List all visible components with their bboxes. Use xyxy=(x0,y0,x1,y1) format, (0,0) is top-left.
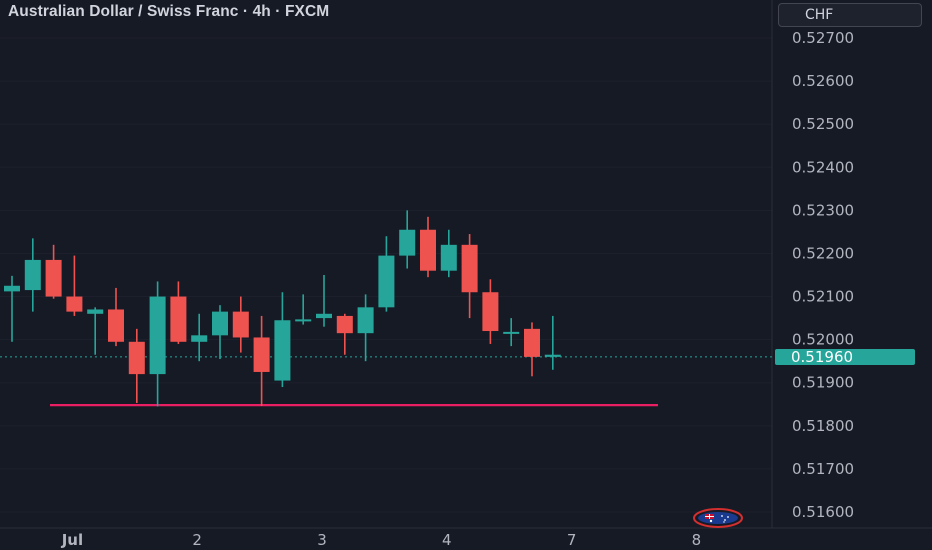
candle-body xyxy=(503,331,520,334)
candle xyxy=(66,255,83,316)
candle-body xyxy=(274,320,291,381)
y-tick-label: 0.51800 xyxy=(792,417,854,435)
candle xyxy=(232,296,249,353)
candle xyxy=(253,315,270,406)
candle xyxy=(274,292,291,388)
chart-title: Australian Dollar / Swiss Franc · 4h · F… xyxy=(8,3,330,20)
candle xyxy=(503,318,520,347)
candle xyxy=(524,322,540,377)
candle xyxy=(128,328,145,403)
x-tick-label: Jul xyxy=(61,531,83,549)
x-tick-label: 3 xyxy=(317,531,327,549)
candle xyxy=(191,313,208,362)
candle xyxy=(399,210,416,269)
candle-body xyxy=(316,313,332,319)
candle xyxy=(316,275,332,327)
candle xyxy=(212,305,228,360)
y-tick-label: 0.52200 xyxy=(792,244,854,262)
candle-body xyxy=(45,259,62,297)
candle xyxy=(420,216,436,278)
candle-body xyxy=(461,244,478,293)
x-tick-label: 7 xyxy=(567,531,577,549)
candle xyxy=(4,275,20,342)
candle-body xyxy=(191,335,208,342)
candle-body xyxy=(4,285,20,292)
y-tick-label: 0.52500 xyxy=(792,115,854,133)
candle-body xyxy=(524,328,540,357)
candle xyxy=(170,281,187,344)
candle-body xyxy=(253,337,270,372)
candles xyxy=(4,210,561,407)
candle xyxy=(45,244,62,299)
y-tick-label: 0.51900 xyxy=(792,374,854,392)
candle xyxy=(336,313,353,355)
candle xyxy=(108,287,124,347)
australia-flag-icon[interactable] xyxy=(693,508,743,528)
candle-body xyxy=(232,311,249,338)
last-price-tag: 0.51960 xyxy=(775,348,915,365)
candle-body xyxy=(170,296,187,342)
y-tick-label: 0.52300 xyxy=(792,201,854,219)
currency-selector[interactable]: CHF xyxy=(778,3,922,27)
candle-body xyxy=(295,319,312,322)
y-tick-label: 0.52600 xyxy=(792,72,854,90)
candle-body xyxy=(482,292,499,332)
candle xyxy=(24,238,41,312)
y-tick-label: 0.52100 xyxy=(792,288,854,306)
grid xyxy=(0,37,772,513)
candle xyxy=(378,236,395,312)
candle-body xyxy=(378,255,395,308)
candle xyxy=(544,315,561,370)
candle-body xyxy=(87,309,104,314)
candle-body xyxy=(108,309,124,342)
currency-label: CHF xyxy=(805,7,834,23)
y-tick-label: 0.52000 xyxy=(792,331,854,349)
candle-body xyxy=(24,259,41,291)
candle-body xyxy=(149,296,166,375)
candle-body xyxy=(336,315,353,334)
candle-body xyxy=(66,296,83,312)
candle xyxy=(461,234,478,319)
y-tick-label: 0.51700 xyxy=(792,460,854,478)
candle xyxy=(295,294,312,325)
price-axis[interactable]: 0.52700 0.52600 0.52500 0.52400 0.52300 0.522… xyxy=(792,29,854,521)
candle-body xyxy=(544,354,561,357)
y-tick-label: 0.52700 xyxy=(792,29,854,47)
candle xyxy=(482,279,499,344)
y-tick-label: 0.51600 xyxy=(792,503,854,521)
candle-body xyxy=(128,341,145,375)
time-axis[interactable]: Jul 2 3 4 7 8 xyxy=(61,531,701,549)
candle xyxy=(440,229,457,278)
candle-body xyxy=(399,229,416,256)
candle-body xyxy=(212,311,228,336)
x-tick-label: 2 xyxy=(192,531,202,549)
candle xyxy=(149,281,166,407)
candle-body xyxy=(440,244,457,271)
candle-body xyxy=(420,229,436,271)
candle xyxy=(87,307,104,355)
y-tick-label: 0.52400 xyxy=(792,158,854,176)
x-tick-label: 8 xyxy=(692,531,702,549)
candle xyxy=(357,294,374,362)
candle-body xyxy=(357,307,374,334)
x-tick-label: 4 xyxy=(442,531,452,549)
